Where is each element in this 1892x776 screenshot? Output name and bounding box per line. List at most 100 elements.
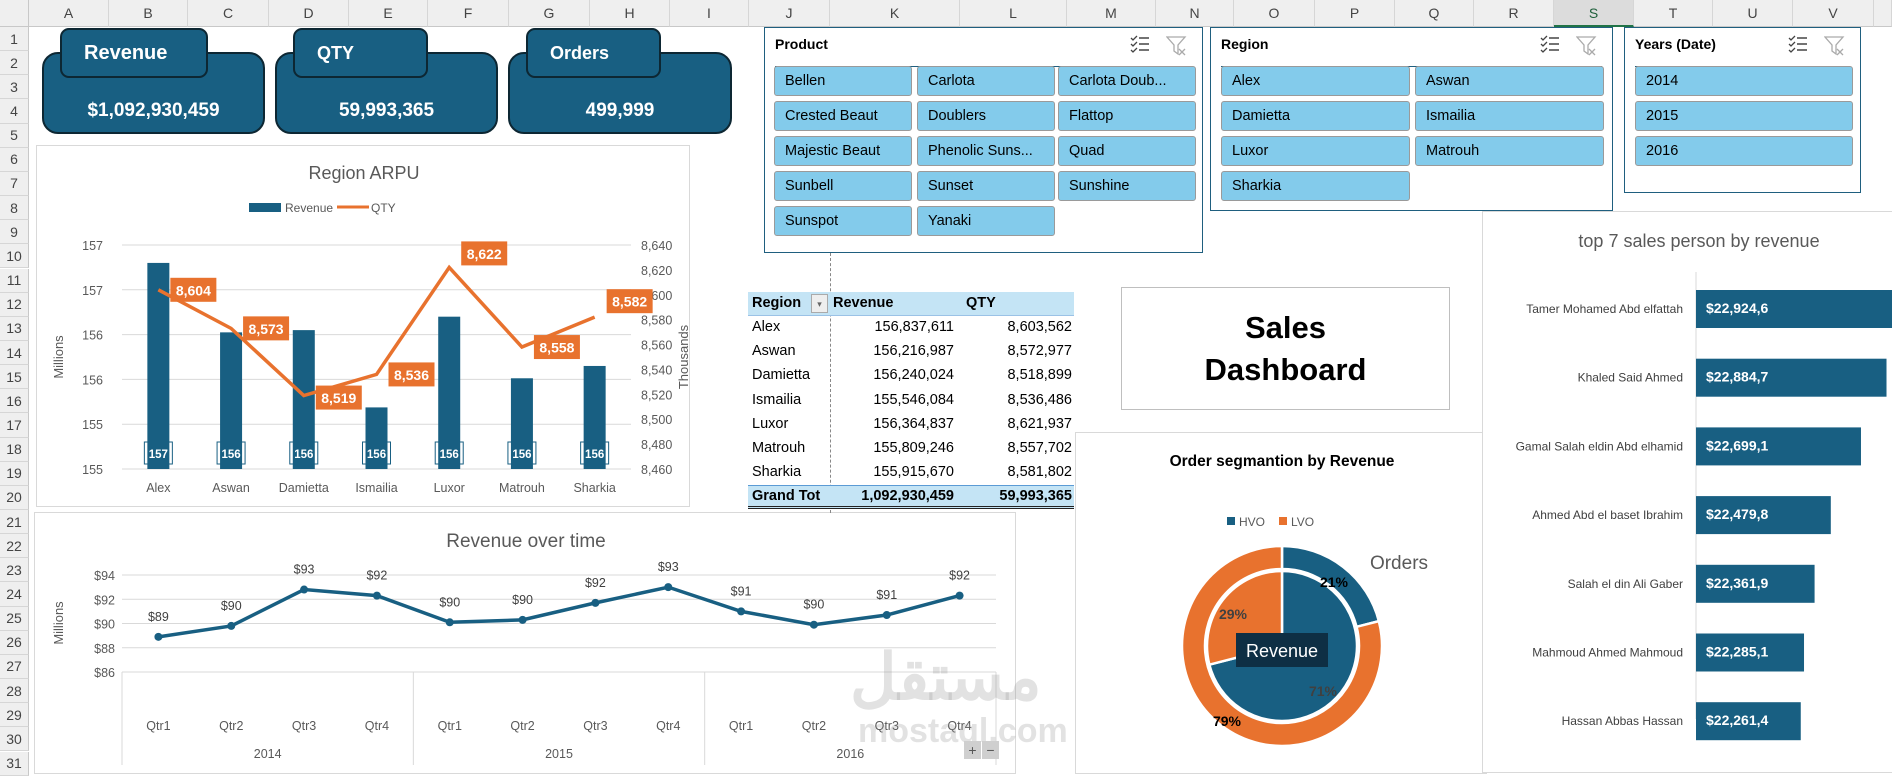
slicer-product[interactable]: Product Bellen Carlota Carlota Doub... Crest… (764, 27, 1203, 253)
data-point[interactable] (664, 583, 673, 592)
column-header-overflow[interactable] (1874, 0, 1892, 27)
slicer-item[interactable]: 2016 (1635, 136, 1853, 166)
slicer-item[interactable]: Aswan (1415, 66, 1604, 96)
row-header-22[interactable]: 22 (0, 534, 29, 559)
multi-select-icon[interactable] (1130, 35, 1150, 55)
pivot-cell-qty[interactable]: 8,581,802 (1007, 464, 1072, 481)
bar-salesperson[interactable] (1696, 564, 1815, 603)
column-header-i[interactable]: I (670, 0, 749, 27)
bar-salesperson[interactable] (1696, 702, 1801, 741)
bar-salesperson[interactable] (1696, 496, 1831, 535)
bar-salesperson[interactable] (1696, 427, 1861, 466)
row-header-30[interactable]: 30 (0, 727, 29, 752)
column-header-q[interactable]: Q (1395, 0, 1474, 27)
row-header-31[interactable]: 31 (0, 751, 29, 776)
slicer-item[interactable]: Alex (1221, 66, 1410, 96)
pivot-cell-revenue[interactable]: 155,546,084 (873, 391, 954, 408)
slicer-item[interactable]: Bellen (774, 66, 912, 96)
column-header-c[interactable]: C (188, 0, 269, 27)
bar-revenue[interactable] (438, 316, 461, 469)
slicer-item[interactable]: Sunset (917, 171, 1055, 201)
slicer-item[interactable]: Yanaki (917, 206, 1055, 236)
pivot-cell-region[interactable]: Sharkia (752, 464, 802, 481)
pivot-cell-region[interactable]: Luxor (752, 415, 789, 432)
column-header-p[interactable]: P (1315, 0, 1395, 27)
column-header-h[interactable]: H (590, 0, 670, 27)
chart-collapse-button[interactable]: − (982, 741, 999, 759)
filter-dropdown-button[interactable]: ▾ (811, 294, 828, 313)
row-header-6[interactable]: 6 (0, 147, 29, 172)
row-header-26[interactable]: 26 (0, 630, 29, 655)
pivot-cell-region[interactable]: Matrouh (752, 439, 806, 456)
column-header-n[interactable]: N (1156, 0, 1234, 27)
pivot-cell-qty[interactable]: 8,572,977 (1007, 343, 1072, 360)
slicer-item[interactable]: Quad (1058, 136, 1196, 166)
pivot-cell-revenue[interactable]: 156,216,987 (873, 343, 954, 360)
column-header-o[interactable]: O (1234, 0, 1315, 27)
bar-revenue[interactable] (220, 332, 243, 469)
row-header-23[interactable]: 23 (0, 558, 29, 583)
column-header-t[interactable]: T (1634, 0, 1713, 27)
data-point[interactable] (445, 618, 454, 627)
row-header-13[interactable]: 13 (0, 316, 29, 341)
slicer-item[interactable]: Crested Beaut (774, 101, 912, 131)
slicer-item[interactable]: Matrouh (1415, 136, 1604, 166)
pivot-cell-revenue[interactable]: 156,240,024 (873, 367, 954, 384)
column-header-v[interactable]: V (1793, 0, 1874, 27)
pivot-cell-qty[interactable]: 8,518,899 (1007, 367, 1072, 384)
bar-revenue[interactable] (583, 365, 606, 469)
bar-revenue[interactable] (510, 378, 533, 469)
row-header-25[interactable]: 25 (0, 606, 29, 631)
slicer-region[interactable]: Region Alex Aswan Damietta Ismailia Luxor Matr… (1210, 27, 1613, 211)
chart-expand-button[interactable]: + (964, 741, 981, 759)
row-header-12[interactable]: 12 (0, 292, 29, 317)
slicer-years[interactable]: Years (Date) 2014 2015 2016 (1624, 27, 1861, 193)
pivot-cell-revenue[interactable]: 155,915,670 (873, 464, 954, 481)
row-header-9[interactable]: 9 (0, 220, 29, 245)
row-header-4[interactable]: 4 (0, 99, 29, 124)
clear-filter-icon[interactable] (1576, 35, 1598, 57)
row-header-19[interactable]: 19 (0, 461, 29, 486)
row-header-14[interactable]: 14 (0, 340, 29, 366)
column-header-g[interactable]: G (509, 0, 590, 27)
slicer-item[interactable]: Ismailia (1415, 101, 1604, 131)
slicer-item[interactable]: 2014 (1635, 66, 1853, 96)
row-header-16[interactable]: 16 (0, 389, 29, 414)
data-point[interactable] (518, 615, 527, 624)
slicer-item[interactable]: Carlota (917, 66, 1055, 96)
data-point[interactable] (591, 598, 600, 607)
slicer-item[interactable]: 2015 (1635, 101, 1853, 131)
row-header-3[interactable]: 3 (0, 75, 29, 100)
pivot-cell-qty[interactable]: 8,557,702 (1007, 439, 1072, 456)
slicer-item[interactable]: Flattop (1058, 101, 1196, 131)
column-header-k[interactable]: K (830, 0, 960, 27)
pivot-cell-revenue[interactable]: 155,809,246 (873, 439, 954, 456)
bar-salesperson[interactable] (1696, 358, 1887, 397)
column-header-d[interactable]: D (269, 0, 349, 27)
clear-filter-icon[interactable] (1824, 35, 1846, 57)
row-header-18[interactable]: 18 (0, 437, 29, 462)
slicer-item[interactable]: Sunbell (774, 171, 912, 201)
pivot-cell-region[interactable]: Ismailia (752, 391, 802, 408)
row-header-10[interactable]: 10 (0, 244, 29, 269)
data-point[interactable] (300, 585, 309, 594)
row-header-28[interactable]: 28 (0, 679, 29, 704)
bar-revenue[interactable] (292, 330, 315, 469)
bar-salesperson[interactable] (1696, 290, 1892, 328)
top-salesperson-chart[interactable]: top 7 sales person by revenue Tamer Moham… (1482, 211, 1892, 773)
pivot-cell-region[interactable]: Damietta (752, 367, 811, 384)
row-header-20[interactable]: 20 (0, 485, 29, 510)
row-header-15[interactable]: 15 (0, 365, 29, 390)
slicer-item[interactable]: Damietta (1221, 101, 1410, 131)
slicer-item[interactable]: Sunspot (774, 206, 912, 236)
column-header-a[interactable]: A (29, 0, 109, 27)
revenue-over-time-chart[interactable]: Revenue over time $94 $92 $90 $88 $86 Millions… (34, 512, 1016, 774)
column-header-s[interactable]: S (1554, 0, 1634, 27)
column-header-l[interactable]: L (960, 0, 1067, 27)
slicer-item[interactable]: Doublers (917, 101, 1055, 131)
row-header-21[interactable]: 21 (0, 510, 29, 535)
column-header-u[interactable]: U (1713, 0, 1793, 27)
row-header-11[interactable]: 11 (0, 268, 29, 293)
pivot-cell-region[interactable]: Alex (752, 319, 781, 336)
orders-slice-lvo[interactable] (1180, 544, 1384, 748)
